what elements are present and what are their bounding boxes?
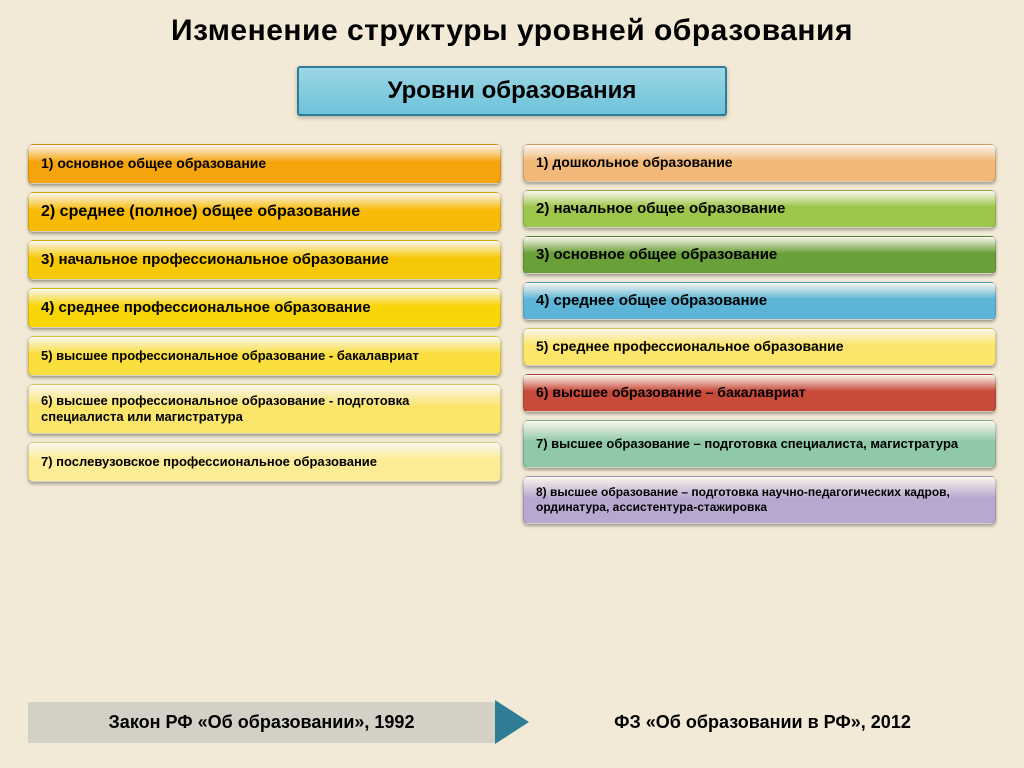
left-item-3: 3) начальное профессиональное образовани… (28, 240, 501, 280)
left-item-1: 1) основное общее образование (28, 144, 501, 184)
right-item-8: 8) высшее образование – подготовка научн… (523, 476, 996, 524)
arrow-icon (495, 700, 529, 744)
left-item-7: 7) послевузовское профессиональное образ… (28, 442, 501, 482)
columns-wrap: 1) основное общее образование 2) среднее … (28, 144, 996, 524)
left-item-6: 6) высшее профессиональное образование -… (28, 384, 501, 434)
right-item-4: 4) среднее общее образование (523, 282, 996, 320)
law-2012: ФЗ «Об образовании в РФ», 2012 (529, 702, 996, 743)
right-item-6: 6) высшее образование – бакалавриат (523, 374, 996, 412)
subtitle-box: Уровни образования (297, 66, 727, 116)
left-item-5: 5) высшее профессиональное образование -… (28, 336, 501, 376)
right-column: 1) дошкольное образование 2) начальное об… (523, 144, 996, 524)
right-item-1: 1) дошкольное образование (523, 144, 996, 182)
right-item-3: 3) основное общее образование (523, 236, 996, 274)
left-column: 1) основное общее образование 2) среднее … (28, 144, 501, 524)
right-item-2: 2) начальное общее образование (523, 190, 996, 228)
right-item-5: 5) среднее профессиональное образование (523, 328, 996, 366)
right-item-7: 7) высшее образование – подготовка специ… (523, 420, 996, 468)
slide-stage: Изменение структуры уровней образования … (0, 0, 1024, 768)
law-1992: Закон РФ «Об образовании», 1992 (28, 702, 495, 743)
main-title: Изменение структуры уровней образования (28, 14, 996, 48)
left-item-2: 2) среднее (полное) общее образование (28, 192, 501, 232)
footer-row: Закон РФ «Об образовании», 1992 ФЗ «Об о… (28, 700, 996, 744)
left-item-4: 4) среднее профессиональное образование (28, 288, 501, 328)
